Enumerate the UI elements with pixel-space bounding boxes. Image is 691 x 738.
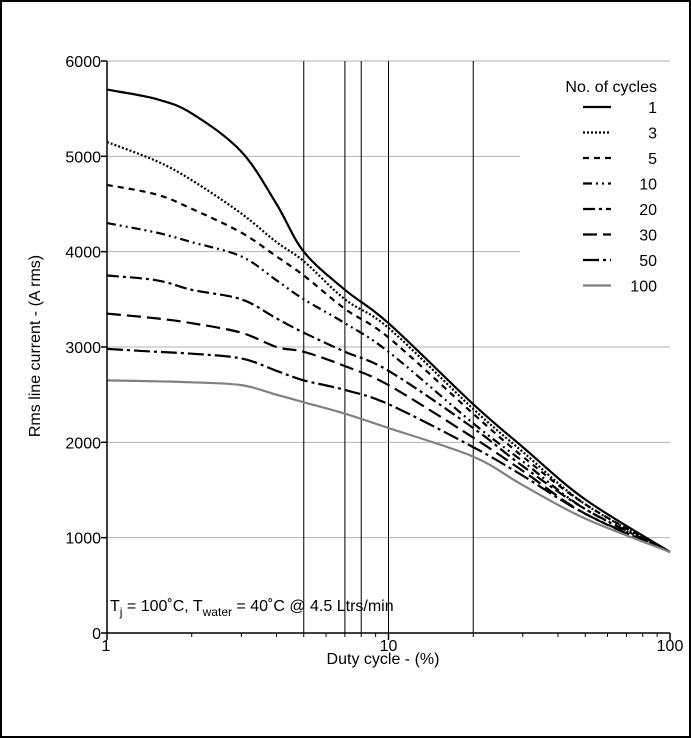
y-tick-label-5000: 5000: [65, 149, 101, 166]
legend-background: [520, 72, 670, 300]
legend-label-50: 50: [639, 253, 657, 270]
y-tick-label-1000: 1000: [65, 531, 101, 548]
legend-title: No. of cycles: [565, 79, 657, 96]
legend-label-5: 5: [648, 151, 657, 168]
series-line-5-cycles: [106, 183, 671, 553]
x-tick-label-100: 100: [657, 638, 684, 655]
series-line-3-cycles: [106, 140, 671, 553]
series-line-100-cycles: [106, 379, 671, 554]
legend-label-20: 20: [639, 202, 657, 219]
series-line-10-cycles: [106, 222, 671, 553]
series-layer: [106, 88, 671, 554]
x-tick-label-1: 1: [102, 638, 111, 655]
y-tick-label-6000: 6000: [65, 54, 101, 71]
legend-label-30: 30: [639, 228, 657, 245]
series-line-20-cycles: [106, 274, 671, 553]
axis-layer: 0 1000 2000 3000 4000 5000 6000 1 10 100: [65, 54, 683, 655]
conditions-annotation: Tj = 100˚C, Twater = 40˚C @ 4.5 Ltrs/min: [110, 598, 394, 619]
annotation: Tj = 100˚C, Twater = 40˚C @ 4.5 Ltrs/min: [110, 598, 394, 619]
legend-label-100: 100: [630, 279, 657, 296]
y-axis-title: Rms line current - (A rms): [27, 255, 44, 437]
y-tick-label-4000: 4000: [65, 245, 101, 262]
series-line-50-cycles: [106, 347, 671, 554]
legend-label-3: 3: [648, 126, 657, 143]
y-tick-label-3000: 3000: [65, 340, 101, 357]
series-line-1-cycles: [106, 88, 671, 553]
y-tick-label-2000: 2000: [65, 435, 101, 452]
y-tick-label-0: 0: [92, 626, 101, 643]
legend: No. of cycles 1 3 5 10 20 30 50 100: [520, 72, 670, 300]
x-axis-title: Duty cycle - (%): [327, 651, 440, 668]
legend-label-10: 10: [639, 177, 657, 194]
vertical-reference-lines: [303, 61, 474, 633]
x-tick-label-10: 10: [380, 638, 398, 655]
series-line-30-cycles: [106, 312, 671, 554]
legend-label-1: 1: [648, 100, 657, 117]
